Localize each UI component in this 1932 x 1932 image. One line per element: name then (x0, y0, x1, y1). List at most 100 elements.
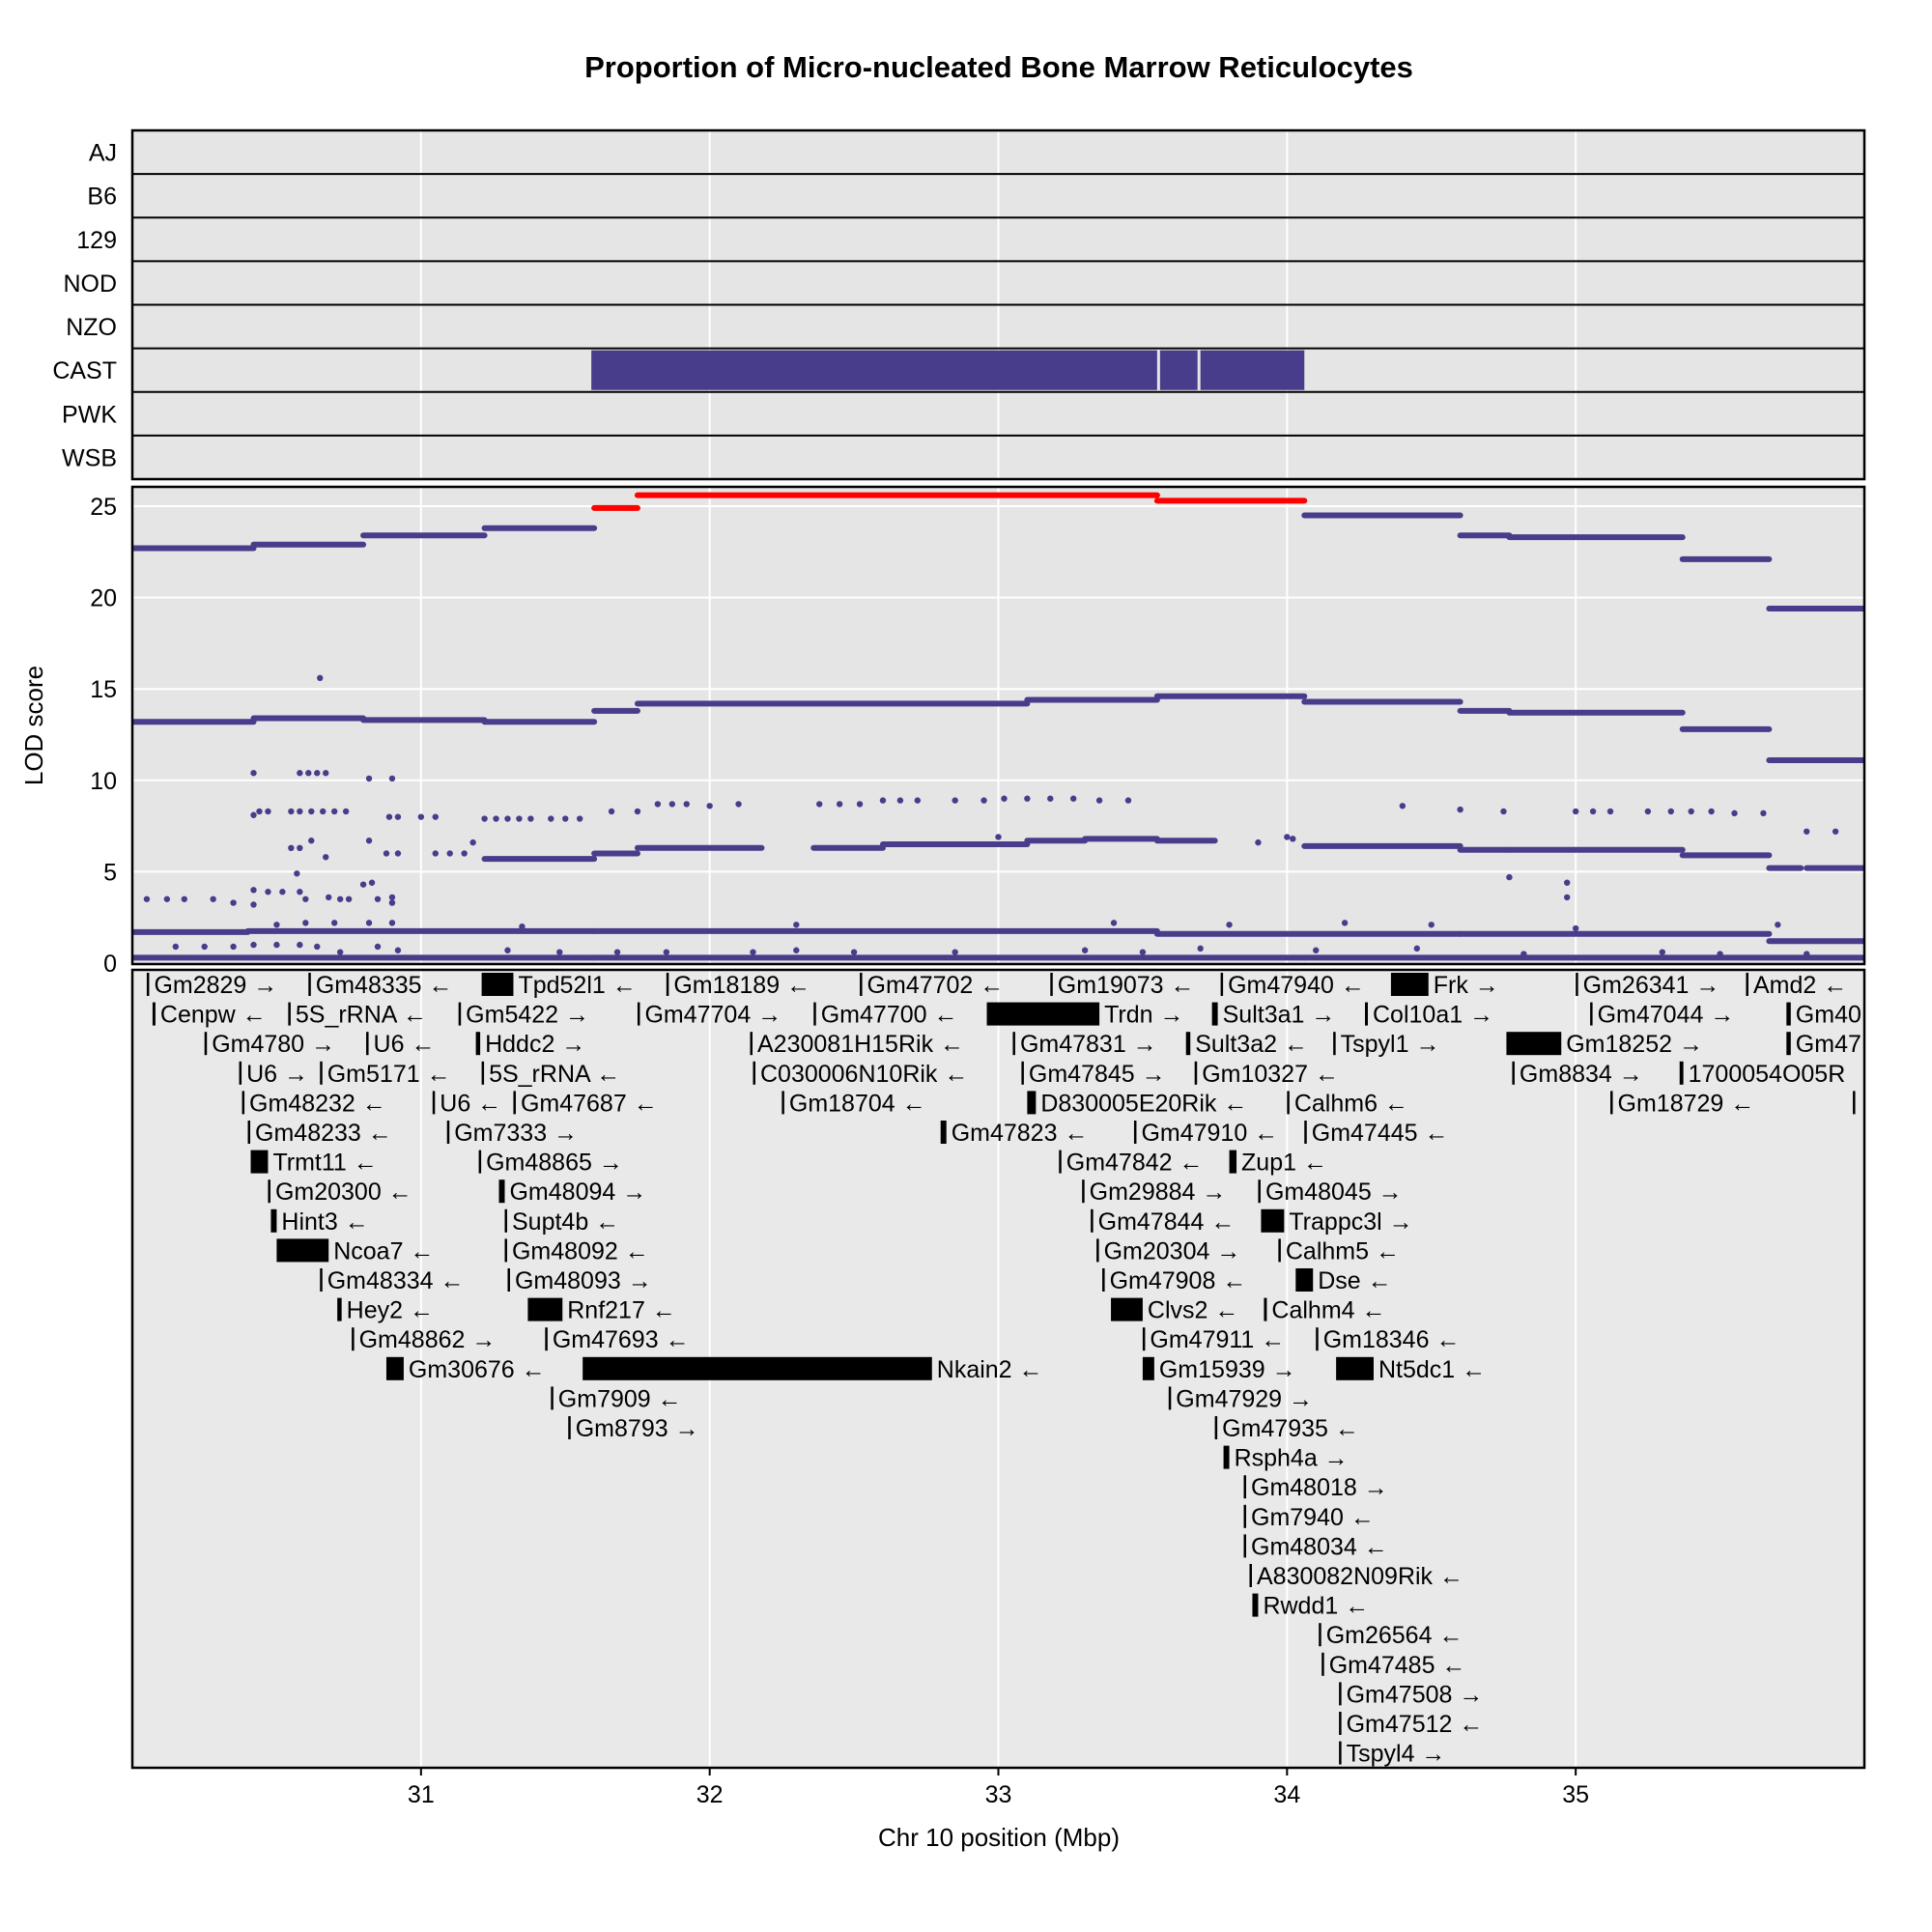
lod-point (461, 850, 468, 857)
lod-point (250, 811, 257, 818)
lod-point (1110, 920, 1118, 926)
gene-label: Gm47044 → (1598, 1002, 1735, 1029)
haplotype-block-cast (591, 350, 1157, 390)
y-tick-label: 5 (103, 859, 117, 886)
haplotype-block-cast (1159, 350, 1198, 390)
gene-body (498, 1179, 505, 1204)
gene: Gm7909 ← (551, 1385, 682, 1412)
lod-point (1804, 951, 1810, 957)
lod-point (294, 870, 300, 877)
gene-label: Hddc2 → (485, 1031, 585, 1058)
gene (1853, 1091, 1856, 1115)
lod-point (336, 895, 344, 902)
gene-body (545, 1327, 548, 1351)
gene-body (320, 1061, 323, 1085)
gene-body (1249, 1564, 1252, 1587)
gene: Gm47929 → (1168, 1385, 1313, 1412)
gene-body (1050, 973, 1053, 996)
lod-point (527, 815, 534, 822)
lod-point (1284, 834, 1291, 840)
gene-body (666, 973, 669, 996)
gene: Gm47911 ← (1142, 1326, 1285, 1353)
gene-label: Gm48233 ← (255, 1120, 392, 1147)
gene: Gm47512 ← (1339, 1711, 1483, 1738)
gene: Gm4780 → (204, 1031, 335, 1058)
gene: Gm48233 ← (247, 1120, 392, 1147)
lod-point (394, 947, 402, 953)
lod-point (230, 899, 237, 906)
gene: Tspyl4 → (1339, 1741, 1445, 1768)
gene-body (1012, 1032, 1015, 1056)
lod-point (735, 801, 742, 808)
gene-label: Gm18252 → (1566, 1031, 1703, 1058)
strain-label: 129 (76, 227, 117, 254)
gene-body (239, 1061, 242, 1085)
gene-label: Gm26564 ← (1326, 1622, 1463, 1649)
gene-body (152, 1002, 156, 1026)
gene-label: Cenpw ← (160, 1002, 267, 1029)
lod-point (1659, 949, 1666, 955)
gene-panel: Gm2829 → Gm48335 ← Tpd52l1 ← Gm18189 ← Gm477… (130, 968, 1866, 1770)
gene-body (1512, 1061, 1515, 1085)
lod-point (446, 850, 453, 857)
lod-point (663, 949, 670, 955)
lod-point (250, 901, 257, 908)
lod-point (288, 808, 295, 815)
gene-body (527, 1297, 563, 1321)
gene-label: Nt5dc1 ← (1378, 1356, 1486, 1383)
lod-point (1500, 808, 1507, 815)
gene: Gm47831 → (1012, 1031, 1157, 1058)
lod-point (302, 895, 309, 902)
gene-label: Gm48865 → (486, 1150, 623, 1177)
gene-body (507, 1268, 510, 1292)
gene-label: Gm47842 ← (1066, 1150, 1204, 1177)
gene-label: Dse ← (1318, 1267, 1391, 1294)
gene-body (1082, 1179, 1085, 1204)
gene: Gm47700 ← (813, 1002, 957, 1029)
gene: Gm47940 ← (1220, 972, 1365, 999)
gene-label: Gm18346 ← (1323, 1326, 1461, 1353)
lod-point (1520, 951, 1527, 957)
gene: Rnf217 ← (527, 1297, 676, 1324)
gene: Hint3 ← (270, 1208, 369, 1236)
gene: Calhm6 ← (1287, 1090, 1408, 1117)
lod-point (1564, 894, 1571, 901)
gene: C030006N10Rik ← (753, 1061, 968, 1088)
x-tick-label: 35 (1562, 1781, 1589, 1808)
lod-point (210, 895, 216, 902)
gene: Gm48335 ← (308, 972, 453, 999)
gene-body (1321, 1652, 1324, 1676)
gene: Gm47844 ← (1091, 1208, 1235, 1236)
lod-point (1124, 797, 1132, 804)
gene-body (308, 973, 311, 996)
lod-point (279, 889, 286, 895)
gene: Gm26564 ← (1319, 1622, 1463, 1649)
gene-label: Gm47508 → (1347, 1681, 1484, 1708)
gene-body (504, 1208, 507, 1233)
lod-point (330, 808, 338, 815)
gene-label: Gm7940 ← (1251, 1504, 1375, 1531)
gene-label: Tpd52l1 ← (518, 972, 636, 999)
lod-panel: 0 5 10 15 20 25 (90, 485, 1866, 978)
lod-point (345, 895, 353, 902)
lod-point (320, 808, 327, 815)
lod-point (668, 801, 676, 808)
gene-label: Gm8834 → (1520, 1061, 1643, 1088)
lod-point (323, 854, 329, 861)
gene: Gm47044 → (1590, 1002, 1734, 1029)
gene-body (1185, 1032, 1191, 1056)
plot-area (132, 487, 1864, 964)
lod-point (856, 801, 864, 808)
lod-point (250, 941, 257, 949)
gene-body (366, 1032, 369, 1056)
lod-point (952, 797, 958, 804)
gene: Sult3a2 ← (1185, 1031, 1308, 1058)
gene-label: Amd2 ← (1753, 972, 1847, 999)
gene: Gm48092 ← (504, 1237, 649, 1264)
lod-point (1255, 838, 1262, 846)
gene-label: Frk → (1434, 972, 1499, 999)
gene: Gm7333 → (446, 1120, 578, 1147)
gene: Gm8834 → (1512, 1061, 1643, 1088)
gene-label: Gm48045 → (1265, 1179, 1403, 1206)
gene-body (288, 1002, 291, 1026)
